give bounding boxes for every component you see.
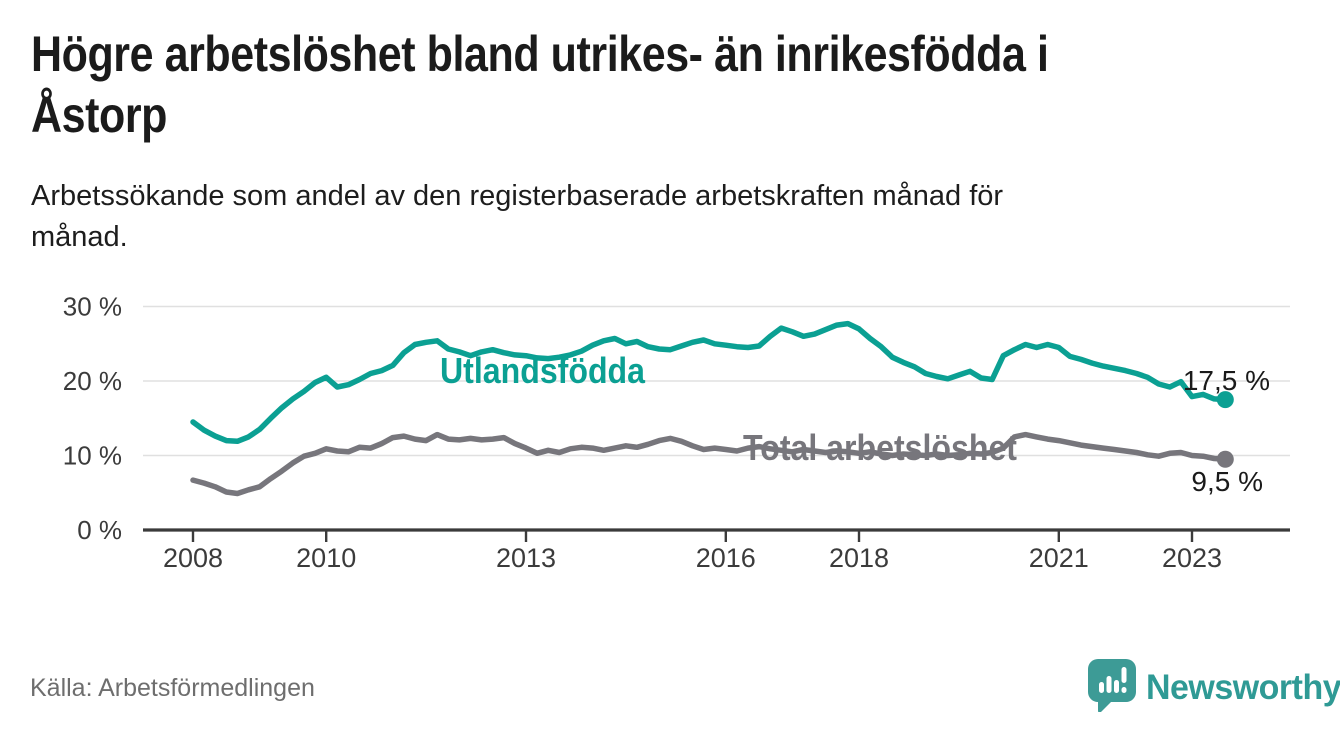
series-end-dot-total: [1216, 450, 1234, 468]
source-caption: Källa: Arbetsförmedlingen: [30, 674, 315, 702]
series-label-utlandsfodda: Utlandsfödda: [440, 350, 646, 391]
series-line-total: [190, 431, 1229, 497]
speech-bubble-bar-chart-icon: [1087, 658, 1137, 717]
x-axis-label-2023: 2023: [1162, 543, 1222, 573]
y-axis-label-0: 0 %: [77, 515, 122, 545]
series-end-dot-utlandsfodda: [1216, 391, 1234, 409]
x-axis-label-2021: 2021: [1029, 543, 1089, 573]
series-label-total: Total arbetslöshet: [743, 427, 1017, 468]
subtitle-line-2: månad.: [31, 221, 128, 253]
logo-wordmark: Newsworthy: [1146, 667, 1340, 707]
x-axis-label-2016: 2016: [696, 543, 756, 573]
x-axis-label-2018: 2018: [829, 543, 889, 573]
x-axis-label-2008: 2008: [163, 543, 223, 573]
title-line-2: Åstorp: [31, 87, 167, 143]
subtitle-line-1: Arbetssökande som andel av den registerb…: [31, 180, 1004, 212]
end-value-label-utlandsfodda: 17,5 %: [1183, 365, 1270, 396]
x-axis-label-2013: 2013: [496, 543, 556, 573]
y-axis-label-20: 20 %: [63, 366, 122, 396]
newsworthy-logo: Newsworthy: [1087, 658, 1340, 717]
x-axis-label-2010: 2010: [296, 543, 356, 573]
y-axis-label-30: 30 %: [63, 292, 122, 322]
end-value-label-total: 9,5 %: [1191, 466, 1263, 497]
chart-subtitle: Arbetssökande som andel av den registerb…: [31, 176, 1003, 258]
y-axis-label-10: 10 %: [63, 441, 122, 471]
series-line-utlandsfodda: [190, 320, 1229, 445]
title-line-1: Högre arbetslöshet bland utrikes- än inr…: [31, 26, 1049, 82]
page-title: Högre arbetslöshet bland utrikes- än inr…: [31, 24, 1214, 146]
